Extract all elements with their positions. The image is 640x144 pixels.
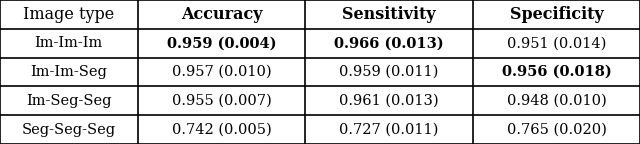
- Text: 0.951 (0.014): 0.951 (0.014): [507, 36, 606, 50]
- Text: Accuracy: Accuracy: [180, 6, 262, 23]
- Text: 0.727 (0.011): 0.727 (0.011): [339, 123, 439, 137]
- Text: Im-Im-Seg: Im-Im-Seg: [30, 65, 108, 79]
- Text: 0.957 (0.010): 0.957 (0.010): [172, 65, 271, 79]
- Text: 0.966 (0.013): 0.966 (0.013): [334, 36, 444, 50]
- Text: 0.765 (0.020): 0.765 (0.020): [506, 123, 607, 137]
- Text: 0.948 (0.010): 0.948 (0.010): [507, 94, 606, 108]
- Text: 0.961 (0.013): 0.961 (0.013): [339, 94, 439, 108]
- Text: 0.742 (0.005): 0.742 (0.005): [172, 123, 271, 137]
- Text: Im-Im-Im: Im-Im-Im: [35, 36, 103, 50]
- Text: 0.955 (0.007): 0.955 (0.007): [172, 94, 271, 108]
- Text: Im-Seg-Seg: Im-Seg-Seg: [26, 94, 111, 108]
- Text: Seg-Seg-Seg: Seg-Seg-Seg: [22, 123, 116, 137]
- Text: 0.959 (0.004): 0.959 (0.004): [166, 36, 276, 50]
- Text: 0.959 (0.011): 0.959 (0.011): [339, 65, 439, 79]
- Text: Specificity: Specificity: [509, 6, 604, 23]
- Text: 0.956 (0.018): 0.956 (0.018): [502, 65, 611, 79]
- Text: Sensitivity: Sensitivity: [342, 6, 436, 23]
- Text: Image type: Image type: [23, 6, 115, 23]
